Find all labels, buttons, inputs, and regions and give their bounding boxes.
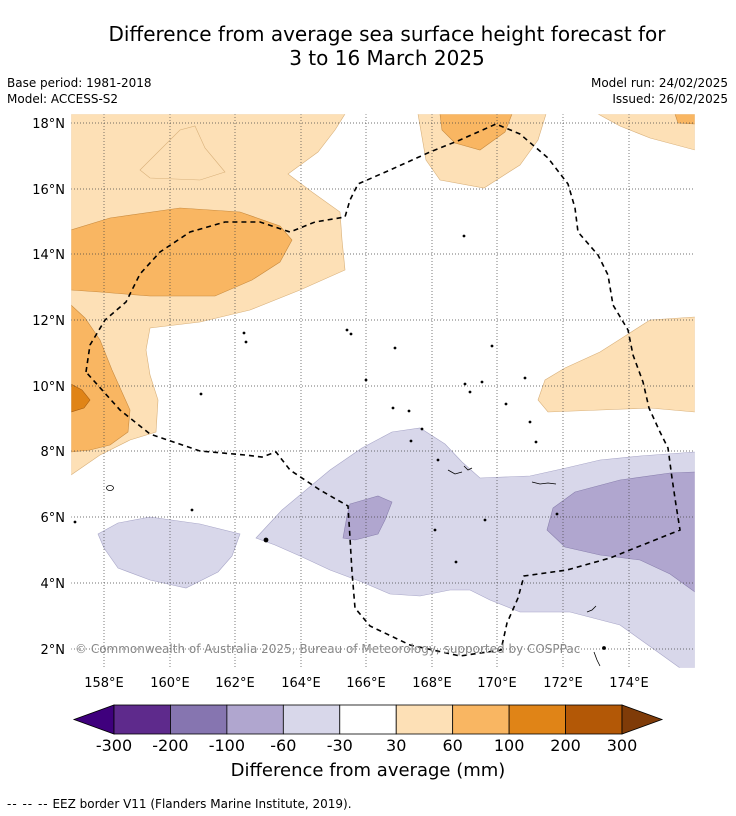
anomaly-region-30-60-east [537, 316, 695, 413]
model-run: Model run: 24/02/2025 [590, 76, 728, 90]
colorbar [72, 704, 664, 735]
islands [73, 234, 606, 667]
title-line-1: Difference from average sea surface heig… [108, 22, 666, 46]
anomaly-region-neg30-60-main [255, 427, 695, 668]
footer-source: EEZ border V11 (Flanders Marine Institut… [52, 797, 352, 811]
lat-label: 14°N [32, 248, 65, 263]
lon-label: 164°E [281, 676, 321, 691]
colorbar-swatch [565, 704, 623, 735]
anomaly-region-100-200 [71, 383, 91, 413]
model-name: Model: ACCESS-S2 [7, 92, 119, 106]
colorbar-tick-label: -300 [95, 736, 133, 755]
lat-label: 4°N [41, 577, 66, 592]
anomaly-region-60-100-corner [674, 114, 695, 125]
colorbar-tick-label: 30 [386, 736, 407, 755]
colorbar-tick-label: -200 [152, 736, 189, 755]
colorbar-swatch [170, 704, 228, 735]
colorbar-extend-high [621, 704, 664, 735]
anomaly-region-neg60-100-center [342, 495, 393, 541]
base-period: Base period: 1981-2018 [7, 76, 152, 90]
colorbar-swatch [339, 704, 397, 735]
lon-label: 158°E [84, 676, 124, 691]
colorbar-title: Difference from average (mm) [230, 760, 506, 781]
run-info: Model run: 24/02/2025 Issued: 26/02/2025 [591, 75, 728, 107]
lon-label: 170°E [477, 676, 517, 691]
map-plot-area [71, 114, 695, 668]
anomaly-region-60-100-band [71, 207, 293, 297]
colorbar-extend-low [72, 704, 115, 735]
gridlines [71, 114, 695, 668]
latitude-axis: 18°N 16°N 14°N 12°N 10°N 8°N 6°N 4°N 2°N [32, 117, 65, 658]
eez-dash-symbol: -- -- -- [7, 797, 49, 811]
lat-label: 6°N [41, 511, 66, 526]
colorbar-tick-label: -30 [326, 736, 353, 755]
colorbar-tick-label: 100 [493, 736, 525, 755]
copyright-text: © Commonwealth of Australia 2025, Bureau… [75, 642, 580, 656]
colorbar-tick-label: -60 [270, 736, 297, 755]
lon-label: 160°E [150, 676, 190, 691]
map-title: Difference from average sea surface heig… [60, 22, 714, 70]
colorbar-swatch [282, 704, 341, 735]
lon-label: 162°E [215, 676, 255, 691]
lon-label: 166°E [346, 676, 386, 691]
lat-label: 10°N [32, 380, 65, 395]
anomaly-region-neg30-60-west [97, 516, 241, 589]
colorbar-swatch [508, 704, 566, 735]
colorbar-tick-label: 60 [442, 736, 463, 755]
colorbar-swatch [452, 704, 510, 735]
lat-label: 18°N [32, 117, 65, 132]
issued-date: Issued: 26/02/2025 [612, 92, 728, 106]
eez-border [85, 123, 681, 657]
colorbar-swatch [226, 704, 284, 735]
colorbar-swatch [113, 704, 171, 735]
lon-label: 172°E [543, 676, 583, 691]
lat-label: 16°N [32, 183, 65, 198]
colorbar-swatch [395, 704, 454, 735]
longitude-axis: 158°E 160°E 162°E 164°E 166°E 168°E 170°… [84, 676, 649, 691]
lat-label: 12°N [32, 314, 65, 329]
footer-legend: -- -- -- EEZ border V11 (Flanders Marine… [7, 797, 352, 811]
anomaly-region-30-60-topright [597, 114, 695, 151]
lon-label: 174°E [609, 676, 649, 691]
model-info: Base period: 1981-2018 Model: ACCESS-S2 [7, 75, 152, 107]
colorbar-tick-label: 300 [606, 736, 638, 755]
colorbar-tick-label: 200 [550, 736, 581, 755]
title-line-2: 3 to 16 March 2025 [289, 46, 485, 70]
anomaly-region-neg60-100-east [546, 471, 695, 593]
map-frame [70, 113, 696, 669]
colorbar-tick-label: -100 [208, 736, 246, 755]
lat-label: 2°N [41, 643, 66, 658]
lat-label: 8°N [41, 445, 66, 460]
lon-label: 168°E [412, 676, 452, 691]
